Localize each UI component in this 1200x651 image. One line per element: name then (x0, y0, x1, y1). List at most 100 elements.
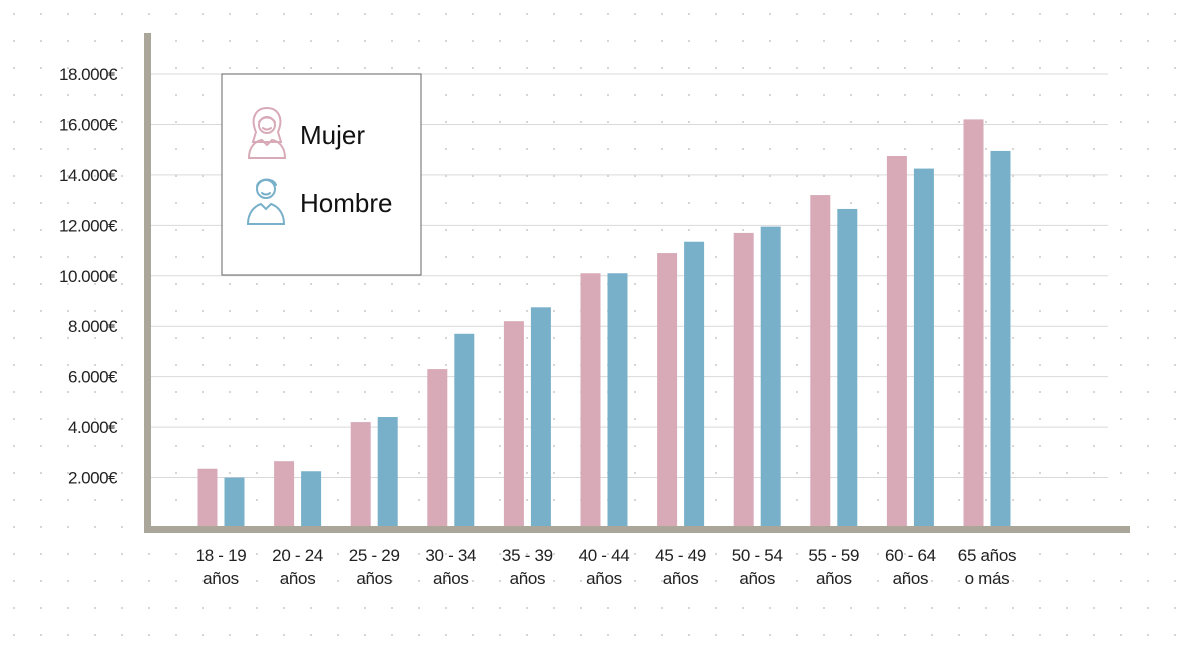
background-dot (67, 472, 69, 474)
y-axis (144, 33, 151, 533)
background-dot (796, 229, 798, 231)
background-dot (634, 202, 636, 204)
background-dot (499, 256, 501, 258)
background-dot (337, 634, 339, 636)
background-dot (769, 13, 771, 15)
background-dot (13, 40, 15, 42)
background-dot (958, 607, 960, 609)
background-dot (40, 256, 42, 258)
background-dot (607, 13, 609, 15)
background-dot (121, 283, 123, 285)
background-dot (985, 364, 987, 366)
background-dot (1147, 40, 1149, 42)
background-dot (553, 256, 555, 258)
background-dot (1120, 283, 1122, 285)
background-dot (1147, 310, 1149, 312)
background-dot (229, 553, 231, 555)
background-dot (607, 256, 609, 258)
background-dot (256, 418, 258, 420)
background-dot (40, 40, 42, 42)
background-dot (13, 607, 15, 609)
background-dot (256, 283, 258, 285)
background-dot (121, 634, 123, 636)
background-dot (715, 175, 717, 177)
background-dot (1066, 418, 1068, 420)
background-dot (175, 364, 177, 366)
background-dot (40, 310, 42, 312)
background-dot (553, 283, 555, 285)
background-dot (877, 337, 879, 339)
background-dot (769, 148, 771, 150)
background-dot (202, 553, 204, 555)
background-dot (1174, 418, 1176, 420)
background-dot (418, 607, 420, 609)
background-dot (526, 67, 528, 69)
background-dot (526, 256, 528, 258)
background-dot (1120, 202, 1122, 204)
background-dot (607, 175, 609, 177)
background-dot (796, 607, 798, 609)
background-dot (904, 13, 906, 15)
background-dot (202, 364, 204, 366)
background-dot (256, 580, 258, 582)
x-tick-label: 18 - 19 años (196, 546, 247, 588)
background-dot (499, 202, 501, 204)
background-dot (1147, 445, 1149, 447)
background-dot (175, 256, 177, 258)
background-dot (67, 337, 69, 339)
bar-hombre-9 (913, 168, 934, 529)
background-dot (1174, 310, 1176, 312)
background-dot (121, 445, 123, 447)
background-dot (769, 580, 771, 582)
background-dot (742, 202, 744, 204)
background-dot (13, 580, 15, 582)
bar-hombre-8 (837, 208, 858, 528)
background-dot (1066, 337, 1068, 339)
background-dot (40, 364, 42, 366)
background-dot (823, 121, 825, 123)
background-dot (94, 310, 96, 312)
background-dot (310, 337, 312, 339)
background-dot (526, 499, 528, 501)
background-dot (634, 364, 636, 366)
background-dot (796, 580, 798, 582)
background-dot (580, 580, 582, 582)
background-dot (580, 634, 582, 636)
background-dot (715, 40, 717, 42)
background-dot (715, 67, 717, 69)
background-dot (1039, 13, 1041, 15)
background-dot (823, 553, 825, 555)
background-dot (796, 391, 798, 393)
background-dot (67, 499, 69, 501)
background-dot (229, 310, 231, 312)
background-dot (499, 148, 501, 150)
x-tick-label: 45 - 49 años (655, 546, 706, 588)
background-dot (499, 229, 501, 231)
background-dot (121, 499, 123, 501)
background-dot (1174, 256, 1176, 258)
background-dot (499, 337, 501, 339)
background-dot (202, 391, 204, 393)
background-dot (985, 67, 987, 69)
background-dot (1093, 94, 1095, 96)
background-dot (283, 40, 285, 42)
background-dot (877, 607, 879, 609)
background-dot (1147, 553, 1149, 555)
background-dot (985, 13, 987, 15)
background-dot (13, 94, 15, 96)
background-dot (364, 337, 366, 339)
background-dot (229, 445, 231, 447)
background-dot (445, 121, 447, 123)
background-dot (283, 553, 285, 555)
background-dot (256, 337, 258, 339)
background-dot (904, 634, 906, 636)
background-dot (607, 553, 609, 555)
background-dot (850, 607, 852, 609)
background-dot (364, 580, 366, 582)
background-dot (877, 634, 879, 636)
background-dot (445, 175, 447, 177)
background-dot (1174, 337, 1176, 339)
background-dot (1012, 13, 1014, 15)
background-dot (715, 94, 717, 96)
background-dot (526, 229, 528, 231)
